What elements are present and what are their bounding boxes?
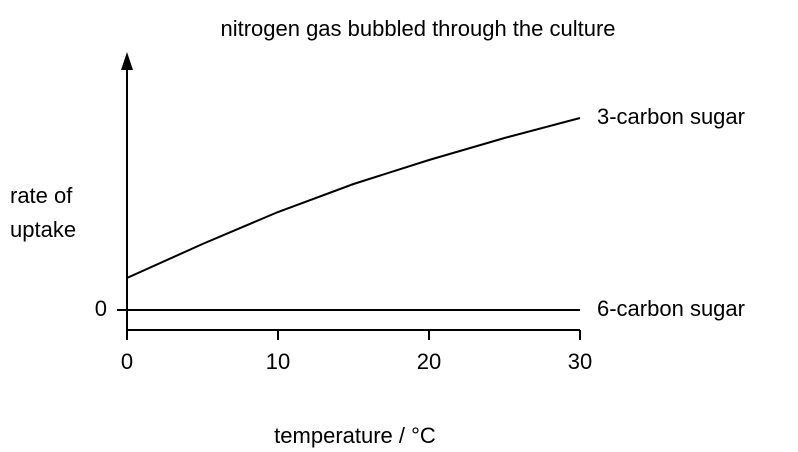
- x-tick-label: 20: [417, 349, 441, 374]
- series-label: 6-carbon sugar: [597, 296, 745, 321]
- y-axis-label: rate of: [10, 183, 73, 208]
- y-tick-label: 0: [95, 296, 107, 321]
- x-tick-label: 0: [121, 349, 133, 374]
- series-line: [126, 117, 581, 279]
- y-axis-arrow: [121, 52, 133, 70]
- y-axis-label: uptake: [10, 217, 76, 242]
- chart-title: nitrogen gas bubbled through the culture: [220, 16, 615, 41]
- series-label: 3-carbon sugar: [597, 104, 745, 129]
- x-axis-label: temperature / °C: [274, 423, 436, 448]
- x-tick-label: 10: [266, 349, 290, 374]
- x-tick-label: 30: [568, 349, 592, 374]
